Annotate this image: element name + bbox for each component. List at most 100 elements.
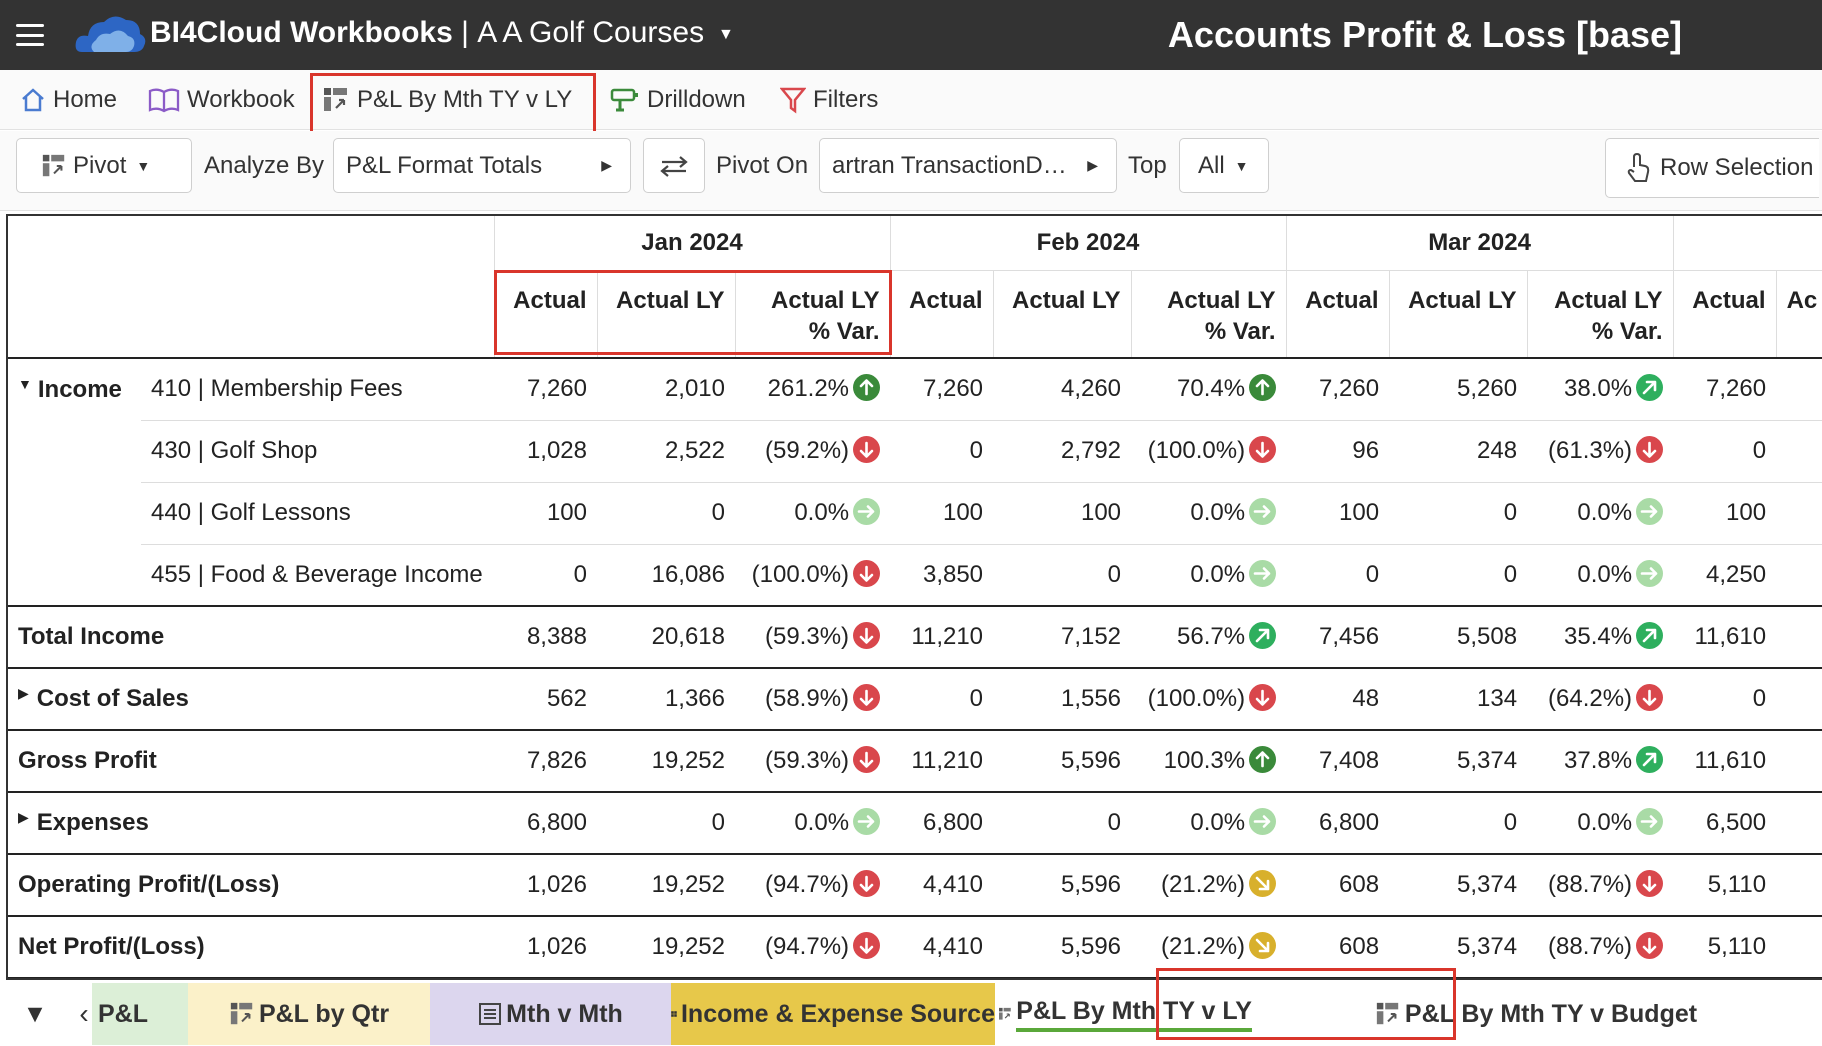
- col-header-actual-cut: Ac: [1775, 270, 1822, 359]
- top-select[interactable]: All ▼: [1179, 138, 1269, 193]
- value-cell: 100: [1673, 482, 1777, 545]
- pct-var-cell: 0.0%: [1527, 792, 1674, 855]
- value-cell: 7,826: [494, 730, 597, 793]
- group-label[interactable]: ▶ Expenses: [8, 792, 494, 855]
- company-dropdown-caret-icon[interactable]: ▼: [718, 26, 734, 43]
- swap-arrows-icon: [660, 155, 688, 177]
- value-cell: 2,010: [597, 358, 735, 421]
- group-label[interactable]: Total Income: [8, 606, 494, 669]
- table-row[interactable]: ▶ Cost of Sales 562 1,366 (58.9%) 0 1,556 (100.…: [8, 668, 1822, 731]
- tabs-menu-chevron-icon[interactable]: ▼: [22, 999, 48, 1028]
- down-indicator-icon: [853, 870, 881, 898]
- value-cell: 608: [1286, 854, 1390, 917]
- tabs-scroll-left-icon[interactable]: ‹: [79, 998, 89, 1029]
- pivot-button[interactable]: Pivot ▼: [16, 138, 192, 193]
- value-cell: 96: [1286, 420, 1390, 483]
- value-cell: 6,800: [494, 792, 597, 855]
- value-cell: 0: [597, 482, 735, 545]
- table-row[interactable]: Total Income 8,388 20,618 (59.3%) 11,210 7,15…: [8, 606, 1822, 669]
- group-label[interactable]: ▶ Cost of Sales: [8, 668, 494, 731]
- value-cell: 5,508: [1389, 606, 1528, 669]
- down-indicator-icon: [853, 932, 881, 960]
- pct-var-cell: 38.0%: [1527, 358, 1674, 421]
- group-label[interactable]: Gross Profit: [8, 730, 494, 793]
- value-cell: 0: [890, 420, 994, 483]
- grid-icon: [671, 1011, 677, 1017]
- pivot-on-select[interactable]: artran TransactionD… ▶: [819, 138, 1117, 193]
- value-cell: 7,260: [494, 358, 597, 421]
- value-cell: 0: [1673, 420, 1777, 483]
- menu-icon[interactable]: [16, 24, 44, 46]
- row-selection-button[interactable]: Row Selection: [1605, 138, 1819, 198]
- up-strong-indicator-icon: [1249, 746, 1277, 774]
- value-cell: 100: [494, 482, 597, 545]
- value-cell: 7,260: [890, 358, 994, 421]
- pl-grid: Jan 2024 Feb 2024 Mar 2024 Actual Actual …: [6, 214, 1822, 978]
- table-row[interactable]: ▼ Income 410 | Membership Fees 7,260 2,010 26…: [8, 358, 1822, 421]
- value-cell: 19,252: [597, 730, 735, 793]
- sheet-tab[interactable]: P&L By Mth TY v Budget: [1256, 983, 1816, 1045]
- swap-button[interactable]: [643, 138, 705, 193]
- pct-var-cell: 0.0%: [1527, 544, 1674, 607]
- value-cell: 134: [1389, 668, 1528, 731]
- flat-indicator-icon: [1636, 559, 1664, 587]
- table-row[interactable]: ▶ Expenses 6,800 0 0.0% 6,800 0 0.0% 6,800 0 0.0% 6…: [8, 792, 1822, 855]
- value-cell: 5,110: [1673, 916, 1777, 978]
- value-cell: 11,210: [890, 606, 994, 669]
- pivot-icon: [1376, 1002, 1399, 1025]
- flat-indicator-icon: [1249, 808, 1277, 836]
- col-header-actual-ly: Actual LY: [596, 270, 735, 359]
- nav-bar: Home Workbook P&L By Mth TY v LY Drilldo…: [0, 70, 1822, 130]
- analyze-by-select[interactable]: P&L Format Totals ▶: [333, 138, 631, 193]
- nav-home[interactable]: Home: [20, 70, 117, 130]
- value-cell: 6,800: [1286, 792, 1390, 855]
- pct-var-cell: 0.0%: [1131, 792, 1287, 855]
- sheet-tab[interactable]: Mth v Mth: [430, 983, 671, 1045]
- analyze-by-label: Analyze By: [204, 151, 325, 179]
- nav-pl-by-mth-ty-v-ly[interactable]: P&L By Mth TY v LY: [322, 70, 572, 130]
- top-label: Top: [1128, 151, 1167, 179]
- table-row[interactable]: Net Profit/(Loss) 1,026 19,252 (94.7%) 4,410…: [8, 916, 1822, 978]
- pivot-icon: [999, 1007, 1011, 1020]
- table-row[interactable]: 440 | Golf Lessons 100 0 0.0% 100 100 0.0% 100 0…: [8, 482, 1822, 545]
- warn-indicator-icon: [1249, 932, 1277, 960]
- table-row[interactable]: 455 | Food & Beverage Income 0 16,086 (100.…: [8, 544, 1822, 607]
- sheet-tab[interactable]: P&L By Mth TY v LY: [998, 983, 1252, 1045]
- table-row[interactable]: 430 | Golf Shop 1,028 2,522 (59.2%) 0 2,792 (1…: [8, 420, 1822, 483]
- table-row[interactable]: Gross Profit 7,826 19,252 (59.3%) 11,210 5,59…: [8, 730, 1822, 793]
- pct-var-cell: (94.7%): [735, 916, 891, 978]
- col-header-actual: Actual: [889, 270, 994, 359]
- pct-var-cell: (58.9%): [735, 668, 891, 731]
- group-label[interactable]: Operating Profit/(Loss): [8, 854, 494, 917]
- pct-var-cell: 35.4%: [1527, 606, 1674, 669]
- nav-filters[interactable]: Filters: [780, 70, 878, 130]
- collapse-triangle-icon[interactable]: ▼: [18, 375, 32, 392]
- value-cell: 0: [993, 544, 1132, 607]
- value-cell: 562: [494, 668, 597, 731]
- pct-var-cell: 70.4%: [1131, 358, 1287, 421]
- expand-triangle-icon[interactable]: ▶: [18, 685, 29, 701]
- top-bar: BI4Cloud Workbooks | A A Golf Courses ▼ …: [0, 0, 1822, 70]
- account-label: 455 | Food & Beverage Income: [141, 544, 494, 607]
- expand-triangle-icon[interactable]: ▶: [18, 809, 29, 825]
- value-cell: 248: [1389, 420, 1528, 483]
- value-cell: 1,556: [993, 668, 1132, 731]
- sheet-tab[interactable]: P&L by Qtr: [188, 983, 430, 1045]
- sheet-tab[interactable]: Income & Expense Source: [671, 983, 995, 1045]
- home-icon: [22, 88, 44, 112]
- value-cell: 0: [890, 668, 994, 731]
- down-indicator-icon: [1249, 436, 1277, 464]
- group-label[interactable]: ▼ Income: [18, 375, 122, 403]
- nav-workbook[interactable]: Workbook: [148, 70, 295, 130]
- group-label[interactable]: Net Profit/(Loss): [8, 916, 494, 978]
- app-title: BI4Cloud Workbooks | A A Golf Courses: [150, 16, 705, 49]
- value-cell: 6,800: [890, 792, 994, 855]
- table-row[interactable]: Operating Profit/(Loss) 1,026 19,252 (94.7%…: [8, 854, 1822, 917]
- nav-drilldown[interactable]: Drilldown: [608, 70, 746, 130]
- sheet-tabs: ▼ ‹ P&L P&L by Qtr Mth v Mth Income & Expen…: [6, 978, 1822, 1046]
- col-header-actual: Actual: [493, 270, 597, 359]
- value-cell: 0: [1389, 792, 1528, 855]
- list-icon: [479, 1003, 502, 1025]
- value-cell: 5,110: [1673, 854, 1777, 917]
- value-cell: 16,086: [597, 544, 735, 607]
